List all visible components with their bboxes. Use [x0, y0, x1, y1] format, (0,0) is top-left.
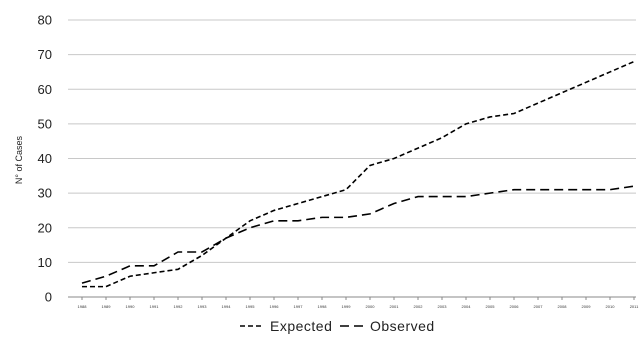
x-tick-label: 2001: [390, 304, 400, 309]
x-tick-label: 2009: [582, 304, 592, 309]
y-tick-label: 60: [38, 82, 52, 97]
y-tick-label: 20: [38, 220, 52, 235]
y-tick-label: 40: [38, 151, 52, 166]
series-line-observed: [81, 185, 635, 284]
series-lines: [81, 60, 635, 288]
x-tick-label: 2011: [630, 304, 639, 309]
y-tick-label: 50: [38, 116, 52, 131]
x-tick-label: 1992: [174, 304, 184, 309]
x-tick-label: 1995: [246, 304, 256, 309]
x-tick-label: 1989: [102, 304, 112, 309]
x-tick-label: 2003: [438, 304, 448, 309]
x-tick-label: 2000: [366, 304, 376, 309]
y-axis-ticks: 0 10 20 30 40 50 60 70 80: [38, 13, 52, 305]
x-tick-label: 1991: [150, 304, 160, 309]
x-tick-label: 2005: [486, 304, 496, 309]
x-tick-label: 2002: [414, 304, 424, 309]
y-tick-label: 70: [38, 47, 52, 62]
x-tick-label: 2008: [558, 304, 568, 309]
gridlines: [68, 19, 636, 263]
x-tick-label: 2006: [510, 304, 520, 309]
x-tick-label: 2007: [534, 304, 544, 309]
x-tick-label: 1996: [270, 304, 280, 309]
y-tick-label: 30: [38, 186, 52, 201]
x-tick-label: 1997: [294, 304, 304, 309]
x-tick-label: 2004: [462, 304, 472, 309]
x-tick-label: 1999: [342, 304, 352, 309]
x-tick-label: 1990: [126, 304, 136, 309]
x-tick-label: 2010: [606, 304, 616, 309]
x-tick-label: 1988: [78, 304, 88, 309]
y-tick-label: 80: [38, 13, 52, 28]
legend: Expected Observed: [240, 318, 435, 334]
x-tick-label: 1994: [222, 304, 232, 309]
y-tick-label: 0: [45, 290, 52, 305]
legend-label-observed: Observed: [370, 318, 435, 334]
series-line-expected: [82, 60, 635, 288]
y-tick-label: 10: [38, 255, 52, 270]
legend-label-expected: Expected: [270, 318, 332, 334]
x-axis-ticks: 1988 1989 1990 1991 1992 1993 1994 1995 1996 1997…: [78, 297, 639, 309]
y-axis-label: N° of Cases: [14, 135, 24, 184]
x-tick-label: 1998: [318, 304, 328, 309]
x-tick-label: 1993: [198, 304, 208, 309]
